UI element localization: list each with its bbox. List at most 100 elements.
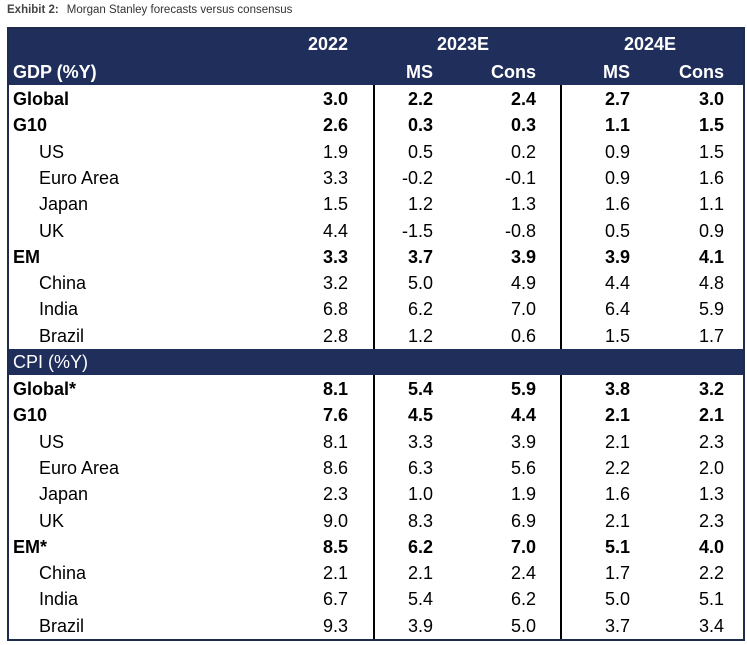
value-2022: 3.2 <box>322 273 348 294</box>
value-2022: 2.6 <box>322 115 348 136</box>
value-ms-2023: 0.3 <box>407 115 433 136</box>
exhibit-label: Exhibit 2: <box>7 4 59 16</box>
value-cons-2023: 5.0 <box>510 615 536 636</box>
value-ms-2023: 2.1 <box>407 563 433 584</box>
value-ms-2024: 3.8 <box>604 379 630 399</box>
value-cons-2023: 5.9 <box>510 379 536 399</box>
row-label: US <box>39 141 65 162</box>
value-ms-2023: 1.2 <box>407 325 433 346</box>
value-ms-2023: 3.9 <box>407 615 433 636</box>
value-cons-2023: 0.6 <box>510 325 536 346</box>
value-cons-2023: 2.4 <box>510 89 536 109</box>
value-2022: 4.4 <box>322 220 348 241</box>
value-2022: 9.3 <box>322 615 348 636</box>
value-ms-2023: 6.2 <box>407 299 433 320</box>
value-2022: 3.3 <box>322 167 348 188</box>
value-ms-2023: 0.5 <box>407 141 433 162</box>
row-label: Global* <box>13 379 77 399</box>
value-ms-2023: 6.3 <box>407 457 433 478</box>
value-cons-2023: 7.0 <box>510 536 536 557</box>
value-ms-2023: 1.2 <box>407 194 433 215</box>
row-label: Global <box>13 89 70 109</box>
row-label: Euro Area <box>39 457 120 478</box>
row-label: UK <box>39 220 65 241</box>
value-cons-2023: 0.3 <box>510 115 536 136</box>
row-label: Japan <box>39 194 89 215</box>
gdp-section-title: GDP (%Y) <box>13 62 97 82</box>
row-label: US <box>39 431 65 452</box>
divider-2023-cpi <box>560 375 562 639</box>
divider-2022-cpi <box>373 375 375 639</box>
value-cons-2023: 2.4 <box>510 563 536 584</box>
value-ms-2024: 1.1 <box>604 115 630 136</box>
value-ms-2024: 5.0 <box>604 589 630 610</box>
value-ms-2024: 6.4 <box>604 299 630 320</box>
header-cons-2024: Cons <box>679 62 724 82</box>
value-ms-2024: 1.6 <box>604 484 630 505</box>
value-cons-2024: 2.1 <box>698 405 724 426</box>
header-ms-2024: MS <box>603 62 630 82</box>
value-2022: 8.1 <box>322 431 348 452</box>
value-2022: 8.1 <box>322 379 348 399</box>
value-cons-2023: 4.9 <box>510 273 536 294</box>
row-label: China <box>39 563 87 584</box>
value-2022: 3.0 <box>322 89 348 109</box>
row-label: EM* <box>13 536 48 557</box>
value-cons-2024: 1.5 <box>698 141 724 162</box>
cpi-section-title: CPI (%Y) <box>13 352 89 372</box>
value-2022: 1.5 <box>322 194 348 215</box>
value-cons-2024: 3.2 <box>698 379 724 399</box>
value-ms-2023: 3.7 <box>407 246 433 267</box>
divider-2022 <box>373 85 375 349</box>
value-2022: 8.6 <box>322 457 348 478</box>
header-year-row: 2022 2023E 2024E <box>9 29 743 59</box>
value-cons-2023: 0.2 <box>510 141 536 162</box>
value-2022: 9.0 <box>322 510 348 531</box>
value-2022: 8.5 <box>322 536 348 557</box>
value-2022: 6.8 <box>322 299 348 320</box>
value-cons-2024: 5.9 <box>698 299 724 320</box>
value-cons-2024: 1.6 <box>698 167 724 188</box>
value-cons-2023: 5.6 <box>510 457 536 478</box>
value-ms-2024: 4.4 <box>604 273 630 294</box>
value-ms-2023: 5.4 <box>407 379 433 399</box>
header-cons-2023: Cons <box>491 62 536 82</box>
row-label: G10 <box>13 405 48 426</box>
value-ms-2024: 2.1 <box>604 431 630 452</box>
value-cons-2023: 4.4 <box>510 405 536 426</box>
value-ms-2024: 3.9 <box>604 246 630 267</box>
value-2022: 2.1 <box>322 563 348 584</box>
value-ms-2023: -0.2 <box>401 167 433 188</box>
row-label: India <box>39 589 79 610</box>
exhibit-caption: Exhibit 2: Morgan Stanley forecasts versu… <box>7 4 292 16</box>
value-cons-2024: 3.4 <box>698 615 724 636</box>
row-label: EM <box>13 246 40 267</box>
value-2022: 1.9 <box>322 141 348 162</box>
value-2022: 2.3 <box>322 484 348 505</box>
value-cons-2024: 2.3 <box>698 431 724 452</box>
value-cons-2023: 6.2 <box>510 589 536 610</box>
value-cons-2024: 1.7 <box>698 325 724 346</box>
header-sub-row: GDP (%Y) MS Cons MS Cons <box>9 59 743 85</box>
row-label: China <box>39 273 87 294</box>
value-cons-2024: 1.3 <box>698 484 724 505</box>
value-cons-2023: -0.8 <box>504 220 536 241</box>
header-ms-2023: MS <box>406 62 433 82</box>
row-label: Brazil <box>39 615 85 636</box>
value-cons-2024: 4.8 <box>698 273 724 294</box>
value-ms-2024: 2.1 <box>604 510 630 531</box>
value-cons-2024: 2.0 <box>698 457 724 478</box>
value-cons-2023: 1.9 <box>510 484 536 505</box>
value-ms-2024: 2.1 <box>604 405 630 426</box>
value-cons-2023: 3.9 <box>510 246 536 267</box>
value-cons-2024: 2.2 <box>698 563 724 584</box>
value-cons-2024: 3.0 <box>698 89 724 109</box>
value-cons-2024: 2.3 <box>698 510 724 531</box>
value-cons-2023: 7.0 <box>510 299 536 320</box>
value-ms-2024: 0.9 <box>604 141 630 162</box>
row-label: UK <box>39 510 65 531</box>
exhibit-title: Morgan Stanley forecasts versus consensu… <box>66 4 293 16</box>
value-cons-2024: 5.1 <box>698 589 724 610</box>
value-2022: 7.6 <box>322 405 348 426</box>
header-year-2023e: 2023E <box>437 34 490 54</box>
